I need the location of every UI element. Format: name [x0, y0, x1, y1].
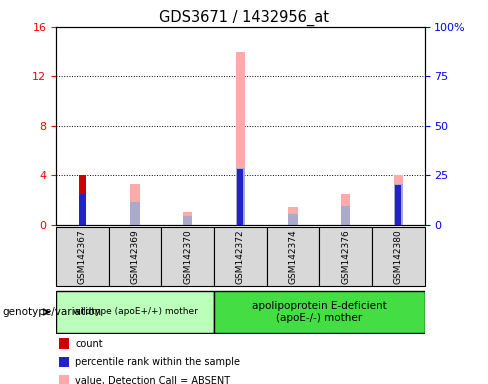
- Text: value, Detection Call = ABSENT: value, Detection Call = ABSENT: [75, 376, 230, 384]
- Text: GSM142369: GSM142369: [131, 229, 140, 284]
- Bar: [393, 184, 403, 225]
- Bar: [266, 227, 319, 286]
- Bar: [79, 194, 85, 225]
- Text: GSM142370: GSM142370: [183, 229, 192, 284]
- Text: GSM142376: GSM142376: [341, 229, 350, 284]
- Text: percentile rank within the sample: percentile rank within the sample: [75, 357, 240, 367]
- Text: count: count: [75, 339, 103, 349]
- Bar: [56, 227, 109, 286]
- Bar: [214, 227, 266, 286]
- Bar: [162, 227, 214, 286]
- Bar: [319, 227, 372, 286]
- Text: GSM142367: GSM142367: [78, 229, 87, 284]
- Text: apolipoprotein E-deficient
(apoE-/-) mother: apolipoprotein E-deficient (apoE-/-) mot…: [252, 301, 386, 323]
- Bar: [183, 212, 192, 225]
- Bar: [236, 168, 245, 225]
- Text: wildtype (apoE+/+) mother: wildtype (apoE+/+) mother: [73, 308, 198, 316]
- Bar: [372, 227, 425, 286]
- Bar: [109, 227, 162, 286]
- Text: GDS3671 / 1432956_at: GDS3671 / 1432956_at: [159, 10, 329, 26]
- Bar: [183, 216, 192, 225]
- Bar: [236, 51, 245, 225]
- Bar: [341, 194, 350, 225]
- Bar: [130, 202, 140, 225]
- Bar: [288, 214, 298, 225]
- Bar: [237, 169, 244, 225]
- Text: GSM142374: GSM142374: [288, 229, 298, 284]
- Bar: [56, 291, 214, 333]
- Bar: [79, 175, 85, 225]
- Bar: [214, 291, 425, 333]
- Bar: [395, 185, 402, 225]
- Bar: [341, 206, 350, 225]
- Bar: [288, 207, 298, 225]
- Bar: [130, 184, 140, 225]
- Text: genotype/variation: genotype/variation: [2, 307, 102, 317]
- Text: GSM142372: GSM142372: [236, 229, 245, 284]
- Bar: [393, 175, 403, 225]
- Text: GSM142380: GSM142380: [394, 229, 403, 284]
